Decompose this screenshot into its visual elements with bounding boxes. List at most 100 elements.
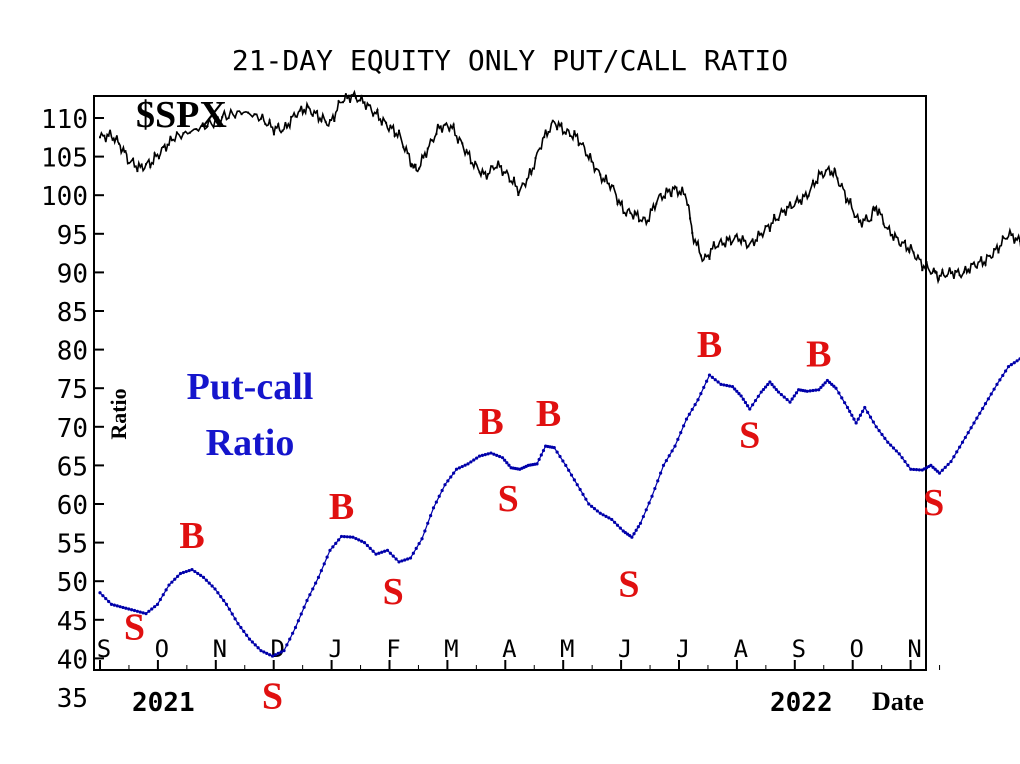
spx-point	[695, 243, 698, 246]
spx-point	[195, 128, 198, 131]
spx-point	[777, 219, 780, 222]
spx-point	[359, 99, 362, 102]
put-call-ratio-point	[227, 607, 231, 611]
spx-point	[866, 219, 869, 222]
put-call-ratio-point	[595, 509, 599, 513]
put-call-ratio-point	[782, 395, 786, 399]
put-call-ratio-point	[138, 610, 142, 614]
put-call-ratio-point	[265, 651, 269, 655]
spx-point	[487, 173, 490, 176]
put-call-ratio-point	[354, 536, 358, 541]
spx-point	[333, 120, 336, 123]
put-call-ratio-point	[607, 516, 611, 520]
put-call-ratio-point	[147, 609, 151, 613]
put-call-ratio-point	[761, 387, 766, 392]
spx-point	[268, 119, 271, 122]
spx-point	[794, 200, 797, 203]
put-call-ratio-point	[273, 653, 277, 657]
spx-point	[435, 132, 438, 135]
spx-point	[538, 147, 541, 150]
put-call-ratio-point	[766, 382, 770, 387]
spx-point	[461, 142, 464, 145]
put-call-ratio-point	[978, 411, 982, 415]
put-call-ratio-point	[569, 473, 574, 477]
put-call-ratio-point	[270, 654, 275, 658]
spx-point	[638, 220, 641, 223]
put-call-ratio-point	[124, 606, 128, 610]
put-call-ratio-point	[118, 605, 122, 609]
y-tick-label: 110	[41, 105, 88, 135]
put-call-ratio-point	[716, 380, 720, 384]
put-call-ratio-point	[792, 394, 796, 398]
spx-point	[586, 154, 589, 157]
spx-point	[747, 245, 750, 248]
put-call-ratio-point	[489, 451, 493, 455]
sell-signal-label: S	[383, 571, 404, 613]
put-call-ratio-point	[380, 550, 384, 554]
put-call-ratio-point	[779, 392, 783, 397]
put-call-ratio-point	[477, 454, 482, 458]
put-call-ratio-point	[483, 452, 487, 457]
spx-point	[840, 183, 843, 186]
sell-signal-label: S	[262, 675, 283, 717]
spx-point	[272, 133, 275, 136]
spx-point	[620, 200, 623, 203]
y-tick-label: 60	[57, 491, 88, 521]
spx-point	[157, 157, 160, 160]
put-call-ratio-point	[155, 602, 160, 606]
put-call-ratio-point	[480, 453, 484, 457]
put-call-ratio-point	[906, 463, 910, 467]
spx-point	[603, 180, 606, 183]
spx-point	[208, 118, 211, 121]
put-call-ratio-point	[423, 529, 427, 533]
put-call-ratio-point	[334, 541, 338, 545]
put-call-ratio-point	[995, 382, 999, 386]
spx-point	[482, 172, 485, 175]
put-call-ratio-point	[992, 387, 996, 391]
spx-point	[577, 143, 580, 146]
put-call-ratio-point	[308, 593, 312, 597]
put-call-ratio-point	[745, 404, 750, 408]
spx-point	[372, 114, 375, 117]
spx-point	[967, 268, 970, 271]
spx-point	[543, 136, 546, 139]
buy-signal-label: B	[179, 515, 204, 557]
spx-point	[136, 170, 139, 173]
put-call-ratio-point	[969, 426, 973, 430]
spx-point	[633, 210, 636, 213]
spx-point	[612, 184, 615, 187]
spx-point	[398, 129, 400, 132]
spx-point	[264, 123, 267, 126]
spx-point	[547, 130, 550, 133]
spx-point	[170, 139, 173, 142]
put-call-ratio-point	[219, 595, 223, 599]
spx-point	[1001, 235, 1004, 238]
spx-point	[504, 171, 507, 174]
put-call-ratio-point	[858, 413, 863, 417]
spx-point	[153, 152, 156, 155]
put-call-ratio-point	[725, 383, 729, 388]
y-tick-label: 40	[57, 645, 88, 675]
put-call-ratio-point	[322, 562, 326, 566]
put-call-ratio-point	[832, 384, 836, 388]
spx-point	[790, 206, 793, 209]
put-call-ratio-point	[914, 468, 919, 472]
put-call-ratio-point	[201, 575, 206, 579]
spx-point	[188, 131, 191, 134]
spx-point	[573, 130, 576, 133]
spx-point	[799, 199, 802, 202]
put-call-ratio-point	[368, 546, 372, 550]
spx-point	[836, 177, 839, 180]
spx-point	[941, 269, 944, 272]
put-call-ratio-point	[222, 598, 226, 603]
spx-point	[103, 134, 106, 137]
put-call-ratio-point	[314, 581, 318, 585]
spx-point	[803, 195, 806, 198]
month-label: F	[386, 635, 400, 663]
spx-point	[1010, 234, 1013, 237]
spx-point	[346, 96, 349, 99]
spx-point	[182, 132, 185, 135]
put-call-ratio-point	[1001, 373, 1005, 378]
put-call-ratio-point	[848, 409, 852, 413]
put-call-ratio-point	[196, 571, 200, 576]
